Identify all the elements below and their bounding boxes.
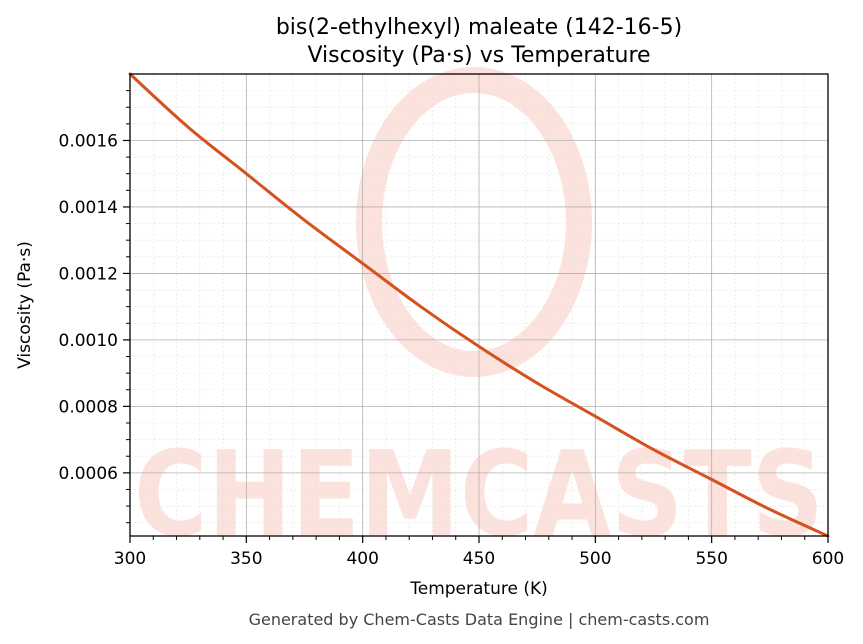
- footer-credit: Generated by Chem-Casts Data Engine | ch…: [249, 610, 710, 629]
- chart-subtitle: Viscosity (Pa·s) vs Temperature: [307, 43, 650, 68]
- tick-labels: 300 350 400 450 500 550 600 0.0006 0.0008 0.0010 0…: [59, 131, 845, 569]
- x-axis-label: Temperature (K): [409, 579, 548, 599]
- axis-ticks: [123, 90, 829, 543]
- watermark-ring: [356, 67, 592, 377]
- viscosity-series-line: [128, 72, 830, 538]
- y-axis-label: Viscosity (Pa·s): [15, 241, 35, 369]
- chart-title: bis(2-ethylhexyl) maleate (142-16-5): [276, 15, 682, 40]
- y-tick-label: 0.0010: [59, 331, 118, 351]
- x-tick-label: 300: [114, 549, 146, 569]
- x-tick-label: 550: [695, 549, 727, 569]
- series-layer: [128, 72, 830, 538]
- x-tick-label: 450: [463, 549, 495, 569]
- y-tick-label: 0.0008: [59, 397, 118, 417]
- x-tick-label: 600: [812, 549, 844, 569]
- y-tick-label: 0.0016: [59, 131, 118, 151]
- x-tick-label: 400: [346, 549, 378, 569]
- x-tick-label: 500: [579, 549, 611, 569]
- x-tick-label: 350: [230, 549, 262, 569]
- y-tick-label: 0.0012: [59, 264, 118, 284]
- y-tick-label: 0.0014: [59, 198, 118, 218]
- y-tick-label: 0.0006: [59, 464, 118, 484]
